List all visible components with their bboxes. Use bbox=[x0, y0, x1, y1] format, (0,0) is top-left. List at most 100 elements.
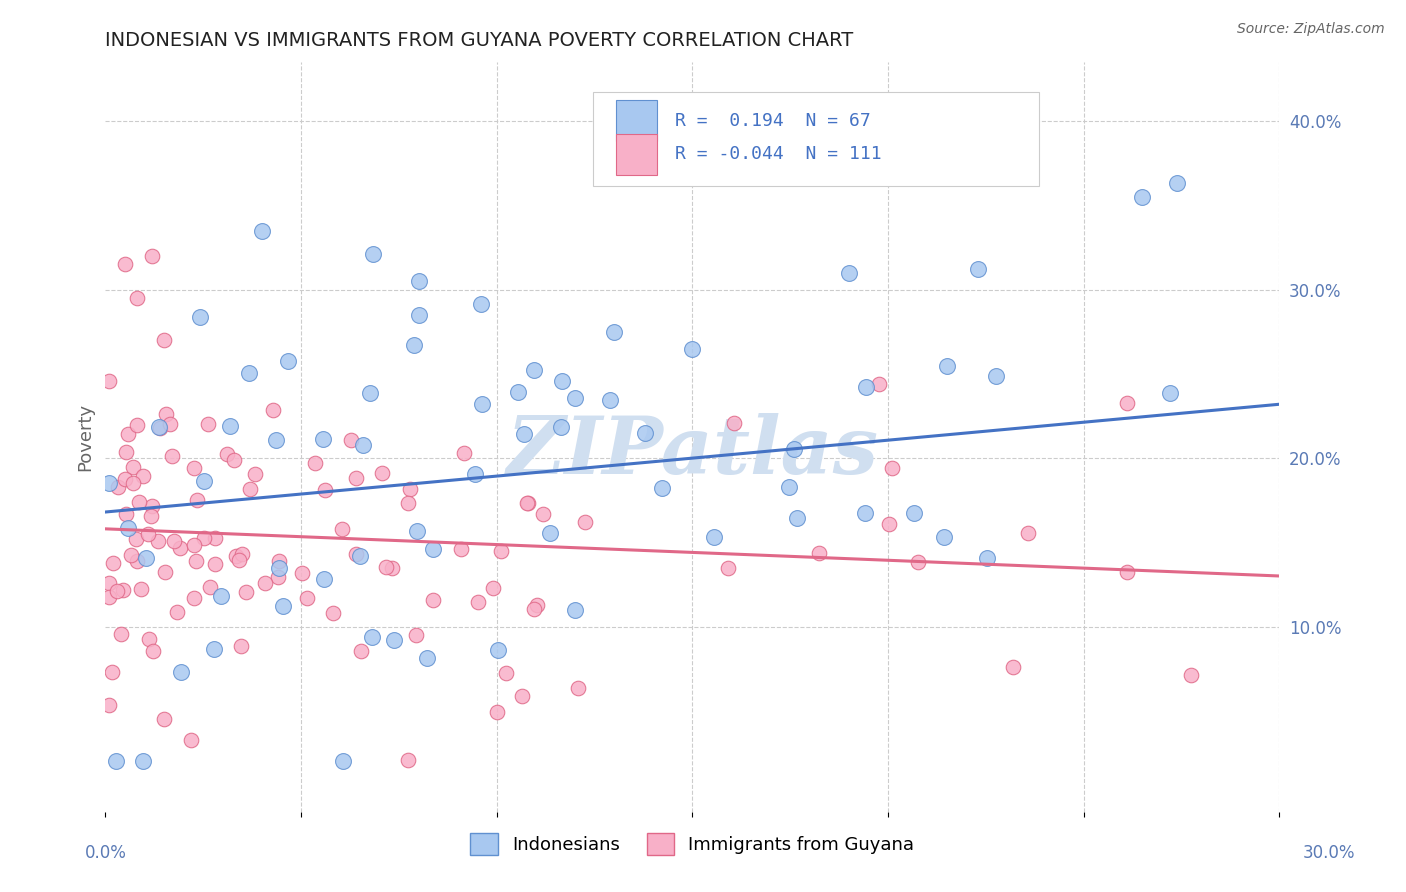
Point bbox=[495, 665, 517, 680]
Point bbox=[148, 419, 170, 434]
Point bbox=[359, 386, 381, 401]
Point bbox=[101, 556, 124, 570]
Point bbox=[253, 576, 276, 591]
Point bbox=[935, 359, 957, 373]
Point bbox=[1180, 668, 1202, 682]
Point bbox=[162, 534, 184, 549]
Point bbox=[228, 552, 250, 566]
Point bbox=[1001, 660, 1024, 674]
Point bbox=[879, 517, 901, 532]
Point bbox=[120, 548, 142, 562]
Point bbox=[778, 480, 800, 494]
Point bbox=[139, 509, 162, 524]
Point bbox=[169, 665, 191, 680]
Point bbox=[453, 446, 475, 460]
Point bbox=[450, 542, 472, 557]
Point bbox=[481, 581, 503, 595]
Point bbox=[508, 385, 530, 400]
Point bbox=[98, 590, 121, 604]
Point bbox=[375, 560, 398, 574]
Point bbox=[1159, 386, 1181, 401]
Point bbox=[198, 580, 221, 594]
Point bbox=[510, 689, 533, 703]
Point bbox=[231, 639, 253, 653]
Point bbox=[838, 266, 860, 280]
Point bbox=[262, 402, 284, 417]
Point bbox=[464, 467, 486, 482]
Point bbox=[868, 377, 890, 392]
Point bbox=[703, 530, 725, 544]
Point bbox=[1132, 190, 1154, 204]
Point bbox=[114, 507, 136, 521]
Point bbox=[245, 467, 267, 481]
Point bbox=[371, 467, 394, 481]
Point bbox=[166, 605, 188, 619]
Point bbox=[132, 469, 155, 483]
Point bbox=[603, 325, 626, 339]
Point bbox=[361, 631, 384, 645]
Point bbox=[183, 538, 205, 552]
Point bbox=[250, 224, 273, 238]
Text: 30.0%: 30.0% bbox=[1302, 844, 1355, 862]
Point bbox=[204, 557, 226, 571]
Point bbox=[193, 475, 215, 489]
Text: Source: ZipAtlas.com: Source: ZipAtlas.com bbox=[1237, 22, 1385, 37]
Point bbox=[122, 476, 145, 491]
Point bbox=[135, 550, 157, 565]
Point bbox=[115, 445, 138, 459]
Point bbox=[295, 591, 318, 606]
Text: R =  0.194  N = 67: R = 0.194 N = 67 bbox=[675, 112, 870, 129]
Point bbox=[219, 418, 242, 433]
Point bbox=[273, 599, 295, 613]
Point bbox=[470, 297, 492, 311]
Point bbox=[340, 433, 363, 447]
Point bbox=[184, 553, 207, 567]
FancyBboxPatch shape bbox=[616, 100, 657, 141]
Point bbox=[141, 499, 163, 513]
Point bbox=[110, 627, 132, 641]
Point bbox=[125, 291, 148, 305]
Point bbox=[853, 506, 876, 520]
Point bbox=[155, 566, 177, 580]
Point bbox=[322, 606, 344, 620]
Point bbox=[471, 397, 494, 411]
Point bbox=[398, 482, 420, 496]
Point bbox=[717, 561, 740, 575]
Point bbox=[153, 333, 176, 347]
Point bbox=[100, 665, 122, 679]
Point bbox=[344, 547, 367, 561]
Point bbox=[193, 531, 215, 545]
Text: R = -0.044  N = 111: R = -0.044 N = 111 bbox=[675, 145, 882, 163]
Point bbox=[396, 496, 419, 510]
Point bbox=[986, 369, 1008, 384]
Point bbox=[186, 492, 208, 507]
Point bbox=[932, 530, 955, 544]
Point bbox=[1017, 525, 1039, 540]
Point bbox=[808, 546, 831, 560]
Point bbox=[312, 433, 335, 447]
Point bbox=[238, 366, 260, 380]
Point bbox=[127, 553, 149, 567]
Point bbox=[105, 583, 128, 598]
Point bbox=[489, 544, 512, 558]
Point bbox=[153, 712, 176, 726]
Point bbox=[114, 472, 136, 486]
Point bbox=[526, 598, 548, 612]
Point bbox=[799, 165, 821, 179]
Point bbox=[121, 460, 143, 475]
Point bbox=[349, 549, 371, 563]
Point bbox=[523, 363, 546, 377]
Point bbox=[235, 585, 257, 599]
Point bbox=[188, 310, 211, 324]
Point bbox=[599, 393, 621, 408]
Point bbox=[1115, 565, 1137, 579]
Point bbox=[132, 754, 155, 768]
FancyBboxPatch shape bbox=[616, 134, 657, 175]
Point bbox=[98, 476, 121, 491]
Point bbox=[634, 425, 657, 440]
Point bbox=[361, 247, 384, 261]
Point bbox=[98, 698, 121, 713]
Point bbox=[141, 249, 163, 263]
Point bbox=[550, 420, 572, 434]
Point bbox=[180, 732, 202, 747]
